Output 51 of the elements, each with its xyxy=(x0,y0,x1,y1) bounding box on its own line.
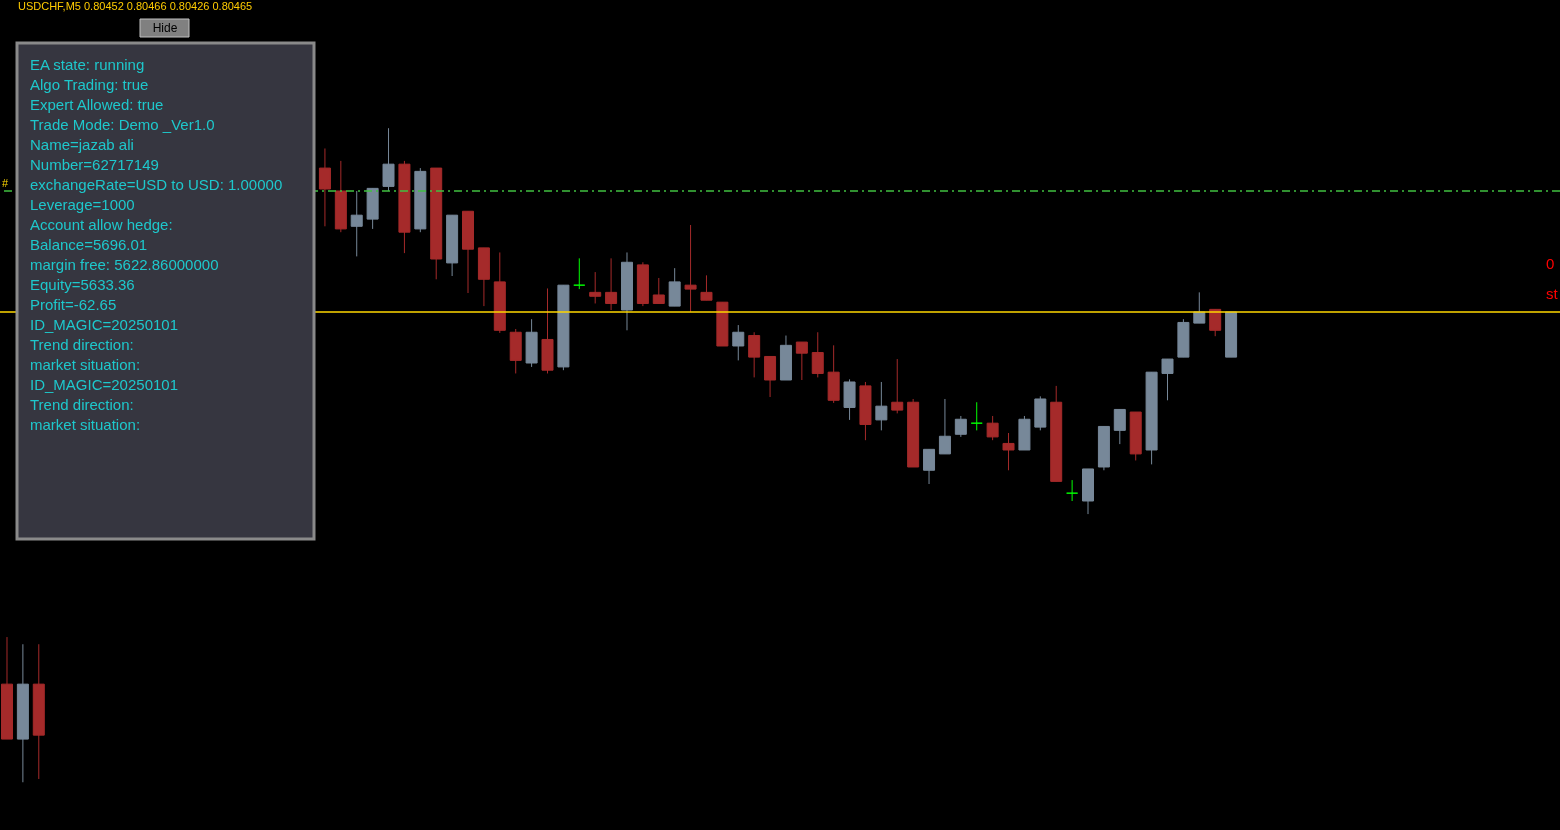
annotation: Trend direction: xyxy=(30,396,134,413)
candlestick xyxy=(732,324,745,361)
annotation: Leverage=1000 xyxy=(30,196,135,213)
text: Expert Allowed: true xyxy=(30,96,164,113)
candlestick xyxy=(318,147,331,227)
text: st xyxy=(1546,285,1559,302)
annotation: Number=62717149 xyxy=(30,156,159,173)
candlestick xyxy=(589,271,602,304)
candlestick xyxy=(1193,291,1206,324)
annotation: Balance=5696.01 xyxy=(30,236,148,253)
annotation: Equity=5633.36 xyxy=(30,276,135,293)
candlestick xyxy=(811,331,824,378)
candlestick xyxy=(652,277,665,304)
candlestick xyxy=(986,415,999,441)
ref-line-label: # xyxy=(2,176,9,189)
candlestick xyxy=(605,257,618,311)
candlestick xyxy=(1113,408,1126,445)
candlestick xyxy=(795,341,808,381)
text: 0 xyxy=(1546,255,1555,272)
candlestick xyxy=(875,381,888,431)
annotation: market situation: xyxy=(30,416,141,433)
candlestick xyxy=(891,358,904,414)
text: Algo Trading: true xyxy=(30,76,149,93)
candlestick xyxy=(1002,432,1015,471)
candlestick xyxy=(970,401,983,431)
annotation: ID_MAGIC=20250101 xyxy=(30,376,179,393)
candlestick xyxy=(684,224,697,313)
text: EA state: running xyxy=(30,56,145,73)
candlestick xyxy=(1066,479,1079,502)
candlestick xyxy=(350,190,363,257)
annotation: exchangeRate=USD to USD: 1.00000 xyxy=(30,176,283,193)
candlestick xyxy=(382,127,395,192)
candlestick xyxy=(938,398,951,455)
candlestick xyxy=(954,415,967,438)
annotation: ID_MAGIC=20250101 xyxy=(30,316,179,333)
annotation: margin free: 5622.86000000 xyxy=(30,256,219,273)
annotation: market situation: xyxy=(30,356,141,373)
annotation: Trade Mode: Demo _Ver1.0 xyxy=(30,116,215,133)
annotation: Profit=-62.65 xyxy=(30,296,117,313)
text: Hide xyxy=(152,21,178,35)
candlestick xyxy=(748,331,761,378)
candlestick xyxy=(700,274,713,301)
candlestick xyxy=(923,448,936,485)
annotation: Trend direction: xyxy=(30,336,134,353)
candlestick xyxy=(573,257,586,290)
annotation: Account allow hedge: xyxy=(30,216,173,233)
annotation: Name=jazab ali xyxy=(30,136,134,153)
candlestick xyxy=(1209,308,1222,337)
candlestick xyxy=(764,355,777,398)
candlestick xyxy=(1161,358,1174,401)
chart-title: USDCHF,M5 0.80452 0.80466 0.80426 0.80465 xyxy=(18,0,253,12)
